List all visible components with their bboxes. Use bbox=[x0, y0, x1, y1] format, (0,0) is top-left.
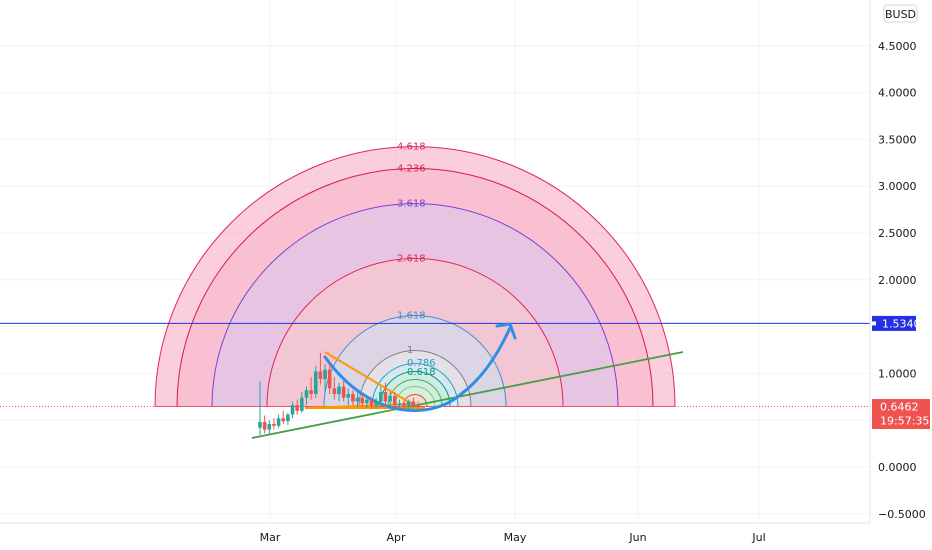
candle-body bbox=[383, 392, 388, 402]
hline-tag-text: 1.5340 bbox=[882, 317, 921, 330]
candle-body bbox=[337, 386, 341, 394]
fib-level-label: 4.618 bbox=[397, 142, 426, 153]
fib-level-label: 0.618 bbox=[407, 367, 436, 378]
candle-body bbox=[402, 403, 406, 408]
candle-body bbox=[374, 401, 378, 406]
y-tick-label: 3.5000 bbox=[878, 133, 917, 146]
candle-body bbox=[267, 423, 272, 430]
candle-body bbox=[327, 369, 332, 389]
fib-arc-line[interactable] bbox=[176, 168, 654, 407]
x-tick-label: Apr bbox=[386, 531, 406, 544]
candle-body bbox=[262, 422, 267, 430]
last-price-tag-box bbox=[872, 399, 930, 430]
orange-pattern[interactable] bbox=[304, 351, 425, 409]
fib-arc-line[interactable] bbox=[371, 363, 459, 407]
candle-body bbox=[411, 401, 416, 406]
fib-arc-line[interactable] bbox=[323, 315, 507, 407]
candle-body bbox=[416, 405, 420, 407]
y-tick-label: 2.5000 bbox=[878, 227, 917, 240]
candle-body bbox=[309, 390, 313, 394]
last-price-tag: 0.6462 19:57:35 bbox=[872, 399, 930, 430]
candle-body bbox=[369, 399, 374, 406]
candle-body bbox=[392, 395, 397, 406]
countdown-text: 19:57:35 bbox=[880, 415, 929, 428]
fib-arc-line[interactable] bbox=[379, 371, 451, 407]
candle-body bbox=[286, 414, 290, 422]
last-price-text: 0.6462 bbox=[880, 401, 919, 414]
y-tick-label: −0.5000 bbox=[878, 508, 926, 521]
candle-body bbox=[365, 399, 369, 404]
currency-badge[interactable]: BUSD bbox=[883, 4, 918, 23]
x-tick-label: Jul bbox=[751, 531, 765, 544]
candle-body bbox=[304, 390, 309, 398]
fib-level-label: 1.618 bbox=[397, 311, 426, 322]
price-axis-background bbox=[870, 0, 932, 523]
y-tick-label: 2.0000 bbox=[878, 274, 917, 287]
candle-body bbox=[300, 397, 304, 411]
y-tick-label: 4.5000 bbox=[878, 40, 917, 53]
candle-body bbox=[351, 393, 355, 402]
hline-tag-box bbox=[872, 315, 916, 331]
hline-price-tag: 1.5340 bbox=[872, 315, 921, 331]
candle-body bbox=[281, 418, 286, 422]
fib-arc-line[interactable] bbox=[358, 350, 472, 407]
candle-body bbox=[346, 393, 351, 398]
candle-body bbox=[276, 418, 281, 426]
candle-body bbox=[295, 405, 299, 411]
candle-body bbox=[332, 388, 337, 394]
candle-body bbox=[388, 395, 392, 402]
candle-body bbox=[258, 422, 262, 428]
fib-level-label: 1 bbox=[407, 345, 413, 356]
y-tick-label: 3.0000 bbox=[878, 180, 917, 193]
y-tick-label: 4.0000 bbox=[878, 87, 917, 100]
candle-body bbox=[360, 397, 365, 404]
candle-body bbox=[406, 401, 411, 408]
fib-level-label: 3.618 bbox=[397, 199, 426, 210]
drawings[interactable] bbox=[0, 322, 870, 439]
x-tick-labels: Mar Apr May Jun Jul bbox=[260, 531, 766, 544]
hline-tag-marker bbox=[872, 321, 876, 326]
gridlines bbox=[0, 0, 870, 523]
x-tick-label: May bbox=[504, 531, 527, 544]
currency-label: BUSD bbox=[885, 8, 916, 21]
fib-arc-line[interactable] bbox=[154, 146, 676, 407]
price-axis[interactable] bbox=[869, 0, 932, 523]
candles bbox=[258, 352, 420, 436]
candle-body bbox=[290, 405, 295, 415]
fib-level-label: 0.786 bbox=[407, 358, 436, 369]
support-trendline[interactable] bbox=[251, 351, 684, 439]
candle-body bbox=[323, 369, 327, 380]
candle-body bbox=[355, 397, 360, 402]
candle-body bbox=[318, 371, 323, 380]
fib-level-label: 4.236 bbox=[397, 164, 426, 175]
fib-arc-line[interactable] bbox=[394, 386, 436, 407]
y-tick-label: 0.0000 bbox=[878, 461, 917, 474]
x-tick-label: Jun bbox=[628, 531, 646, 544]
currency-badge-box bbox=[883, 4, 918, 23]
candle-body bbox=[341, 386, 346, 398]
y-tick-label: 1.0000 bbox=[878, 367, 917, 380]
candle-body bbox=[397, 403, 402, 406]
candle-body bbox=[313, 371, 318, 394]
fib-arc-line[interactable] bbox=[266, 258, 564, 407]
fib-arc-line[interactable] bbox=[211, 203, 619, 407]
arrow-head bbox=[495, 322, 517, 340]
x-tick-label: Mar bbox=[260, 531, 281, 544]
candle-body bbox=[272, 423, 276, 426]
fib-level-label: 2.618 bbox=[397, 254, 426, 265]
candle-body bbox=[379, 392, 383, 402]
